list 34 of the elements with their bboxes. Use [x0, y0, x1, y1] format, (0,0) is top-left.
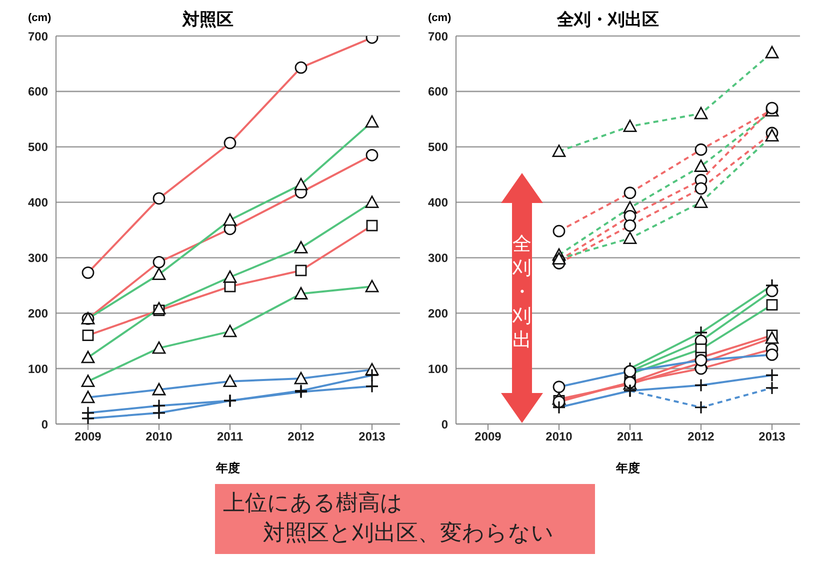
x-tick-label: 2012: [688, 430, 715, 444]
x-tick-label: 2013: [758, 430, 786, 444]
annotation: 全刈・刈出: [512, 233, 532, 353]
y-tick-label: 400: [28, 196, 48, 210]
y-tick-label: 300: [428, 250, 448, 265]
y-tick-label: 500: [428, 140, 448, 154]
y-tick-label: 500: [28, 140, 48, 154]
y-tick-label: 100: [28, 362, 48, 376]
y-tick-label: 0: [441, 417, 448, 432]
y-tick-label: 200: [28, 306, 48, 320]
y-tick-label: 300: [28, 250, 48, 265]
x-tick-label: 2010: [546, 430, 573, 444]
y-tick-label: 200: [428, 306, 448, 320]
y-tick-label: 0: [41, 417, 48, 432]
y-tick-label: 700: [428, 29, 448, 44]
y-axis-title: (cm): [28, 12, 52, 24]
y-tick-label: 600: [28, 84, 48, 99]
y-axis-title: (cm): [428, 12, 452, 24]
x-tick-label: 2009: [474, 430, 502, 444]
y-tick-label: 600: [428, 84, 448, 99]
x-tick-label: 2010: [146, 430, 173, 444]
x-axis-title: 年度: [614, 460, 641, 477]
text: 上位にある樹高は対照区と刈出区、変わらない: [215, 484, 595, 554]
x-tick-label: 2011: [616, 430, 644, 444]
x-tick-label: 2011: [216, 430, 244, 444]
y-tick-label: 400: [428, 196, 448, 210]
y-tick-label: 100: [428, 362, 448, 376]
y-tick-label: 700: [28, 29, 48, 44]
chart-title: 対照区: [182, 10, 234, 29]
chart-title: 全刈・刈出区: [557, 10, 659, 29]
x-tick-label: 2009: [74, 430, 102, 444]
x-tick-label: 2013: [358, 430, 386, 444]
x-axis-title: 年度: [214, 460, 241, 477]
x-tick-label: 2012: [288, 430, 315, 444]
